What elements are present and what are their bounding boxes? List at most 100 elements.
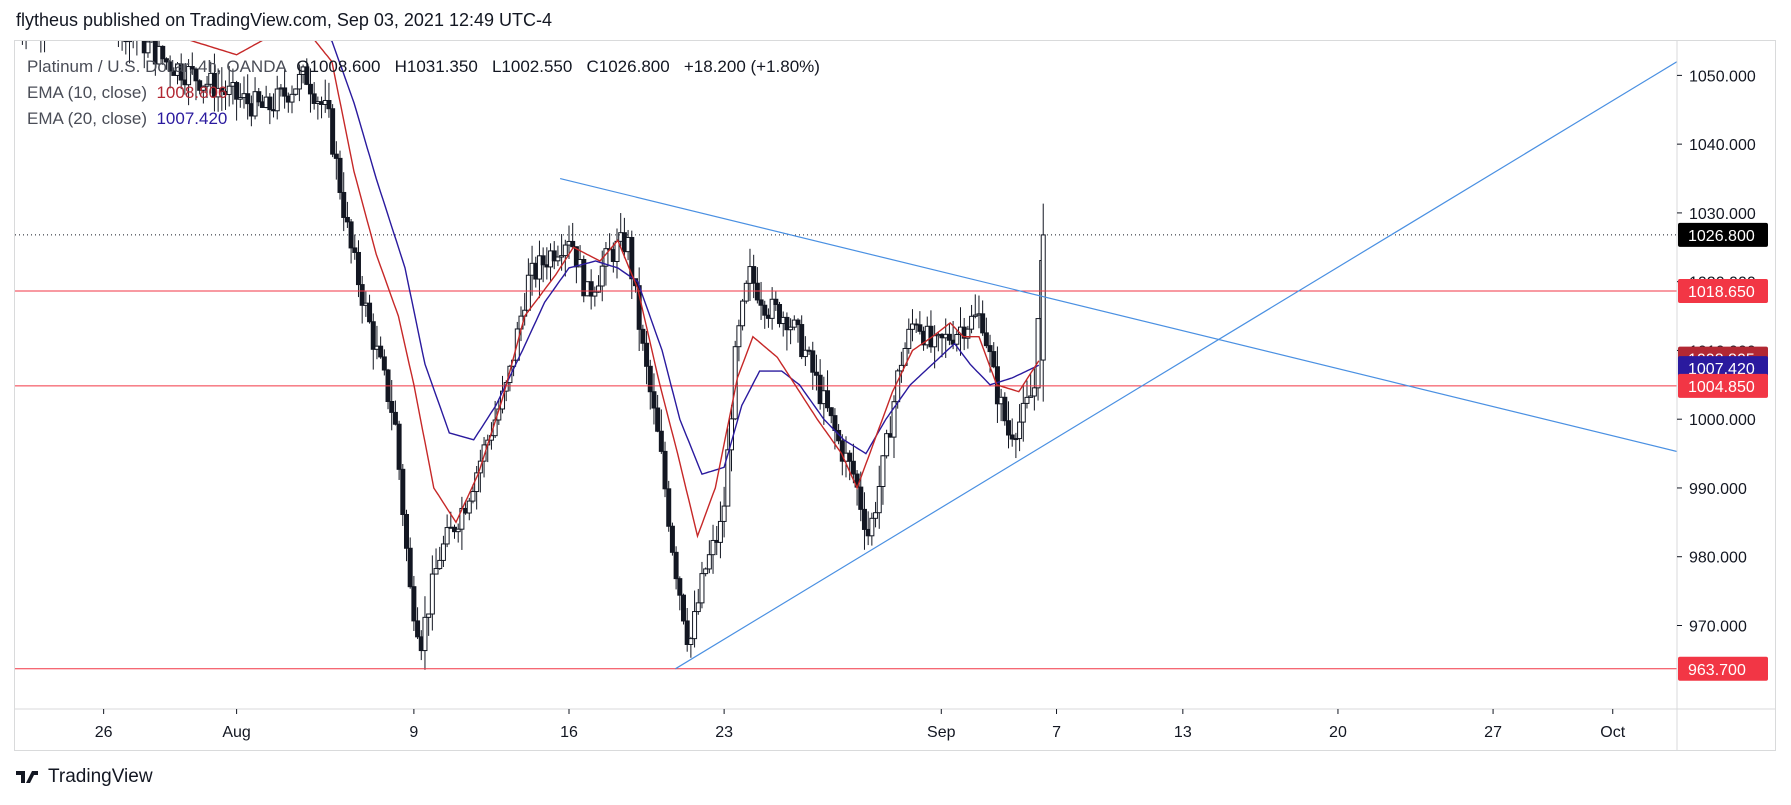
candle-body xyxy=(333,153,339,159)
candle-body xyxy=(35,18,39,28)
candle-body xyxy=(551,250,557,262)
price-tick-label: 970.000 xyxy=(1689,618,1747,635)
candle-body xyxy=(24,23,28,32)
candle-body xyxy=(858,486,864,510)
candle-body xyxy=(437,559,443,570)
candle-body xyxy=(160,45,166,60)
candle-body xyxy=(1035,318,1041,389)
price-tags-layer: 1026.8001018.6501008.8051007.4201004.850… xyxy=(1678,222,1768,681)
candle-body xyxy=(987,345,993,353)
chart-legend: Platinum / U.S. Dollar, 4h, OANDA O1008.… xyxy=(27,54,820,132)
price-tick-label: 1050.000 xyxy=(1689,68,1756,85)
candle-body xyxy=(411,586,417,622)
candle-body xyxy=(869,517,875,537)
candle-body xyxy=(932,335,938,348)
candle-body xyxy=(98,9,102,14)
candle-body xyxy=(65,7,69,25)
trendline-lower-support xyxy=(675,61,1677,670)
legend-ema20-value: 1007.420 xyxy=(156,109,228,128)
candle-body xyxy=(296,73,302,90)
candle-body xyxy=(135,35,139,38)
candle-body xyxy=(326,99,332,110)
time-tick-label: 9 xyxy=(409,724,418,741)
candle-body xyxy=(433,568,439,575)
time-tick-label: Sep xyxy=(927,724,956,741)
candle-body xyxy=(455,528,461,533)
candle-body xyxy=(215,87,221,98)
time-tick-label: 23 xyxy=(715,724,733,741)
candle-body xyxy=(226,85,232,96)
candle-body xyxy=(658,430,664,452)
price-tag-box xyxy=(1678,222,1768,247)
candle-body xyxy=(825,390,831,409)
candle-body xyxy=(267,96,273,111)
candle-body xyxy=(17,21,21,28)
candle-body xyxy=(1020,402,1026,423)
candle-body xyxy=(684,620,690,645)
time-tick-label: Aug xyxy=(222,724,250,741)
candle-body xyxy=(769,298,775,319)
candle-body xyxy=(1024,396,1030,404)
candle-body xyxy=(743,282,749,302)
time-tick-label: 7 xyxy=(1052,724,1061,741)
candle-body xyxy=(861,508,867,530)
candle-body xyxy=(440,543,446,561)
candle-body xyxy=(359,284,365,306)
candle-body xyxy=(355,251,361,286)
candle-body xyxy=(673,551,679,580)
legend-ema10-row[interactable]: EMA (10, close) 1008.806 xyxy=(27,80,820,106)
candle-body xyxy=(850,460,856,475)
overlay-lines-layer xyxy=(15,61,1677,670)
candle-body xyxy=(965,328,971,339)
candle-body xyxy=(784,316,790,331)
candle-body xyxy=(139,29,143,38)
legend-symbol[interactable]: Platinum / U.S. Dollar, 4h, OANDA xyxy=(27,57,287,76)
candle-body xyxy=(762,304,768,316)
candle-body xyxy=(644,342,650,367)
time-tick-label: Oct xyxy=(1600,724,1625,741)
candle-body xyxy=(754,282,760,301)
candle-body xyxy=(525,274,531,311)
candle-body xyxy=(68,2,72,25)
candle-body xyxy=(352,247,358,253)
candle-body xyxy=(736,325,742,348)
candle-body xyxy=(400,468,406,515)
candle-body xyxy=(200,85,206,91)
candle-body xyxy=(381,356,387,371)
candle-body xyxy=(105,0,109,16)
candle-body xyxy=(536,255,542,280)
candle-body xyxy=(1009,434,1015,440)
candle-body xyxy=(178,63,184,81)
candle-body xyxy=(909,323,915,330)
candle-body xyxy=(94,8,98,9)
legend-ema10-label: EMA (10, close) xyxy=(27,83,147,102)
candle-body xyxy=(699,573,705,604)
candle-body xyxy=(596,285,602,293)
candle-body xyxy=(810,350,816,373)
tradingview-logo[interactable]: TradingView xyxy=(16,766,153,788)
legend-ema20-row[interactable]: EMA (20, close) 1007.420 xyxy=(27,106,820,132)
candle-body xyxy=(717,520,723,543)
candle-body xyxy=(581,258,587,297)
ema-20-line xyxy=(330,41,1040,476)
candle-body xyxy=(1002,396,1008,422)
candle-body xyxy=(344,216,350,223)
price-tag-box xyxy=(1678,278,1768,303)
candle-body xyxy=(304,66,310,85)
candle-body xyxy=(688,638,694,645)
candle-body xyxy=(559,255,565,258)
candle-body xyxy=(721,505,727,522)
price-tag-label: 963.700 xyxy=(1688,662,1746,679)
candle-body xyxy=(252,91,258,117)
candle-body xyxy=(204,83,210,87)
candle-body xyxy=(817,374,823,405)
candle-body xyxy=(813,371,819,376)
candle-body xyxy=(802,349,808,358)
candle-body xyxy=(123,41,129,43)
legend-low: L1002.550 xyxy=(491,57,573,76)
candle-body xyxy=(592,291,598,297)
candle-body xyxy=(167,61,173,72)
candle-body xyxy=(186,66,192,86)
candle-body xyxy=(470,491,476,502)
